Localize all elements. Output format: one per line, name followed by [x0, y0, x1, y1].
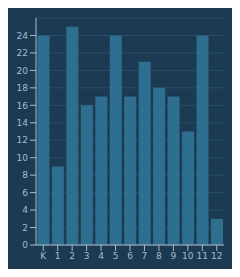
svg-text:6: 6	[22, 188, 28, 198]
svg-text:8: 8	[22, 170, 28, 180]
svg-text:6: 6	[127, 251, 133, 261]
svg-text:10: 10	[17, 153, 29, 163]
svg-text:2: 2	[22, 223, 28, 233]
svg-text:5: 5	[113, 251, 119, 261]
svg-text:24: 24	[17, 31, 29, 41]
svg-text:7: 7	[142, 251, 148, 261]
svg-text:8: 8	[156, 251, 162, 261]
svg-text:0: 0	[22, 240, 28, 250]
svg-text:22: 22	[17, 48, 28, 58]
svg-text:11: 11	[197, 251, 208, 261]
svg-text:14: 14	[17, 118, 29, 128]
svg-text:K: K	[40, 251, 47, 261]
svg-text:9: 9	[171, 251, 177, 261]
svg-text:12: 12	[211, 251, 222, 261]
svg-text:18: 18	[17, 83, 29, 93]
svg-text:16: 16	[17, 101, 29, 111]
svg-text:2: 2	[69, 251, 75, 261]
svg-text:4: 4	[22, 205, 28, 215]
svg-text:20: 20	[17, 66, 29, 76]
svg-text:4: 4	[98, 251, 104, 261]
svg-text:10: 10	[182, 251, 194, 261]
svg-text:12: 12	[17, 135, 28, 145]
svg-text:3: 3	[84, 251, 90, 261]
svg-text:1: 1	[55, 251, 61, 261]
